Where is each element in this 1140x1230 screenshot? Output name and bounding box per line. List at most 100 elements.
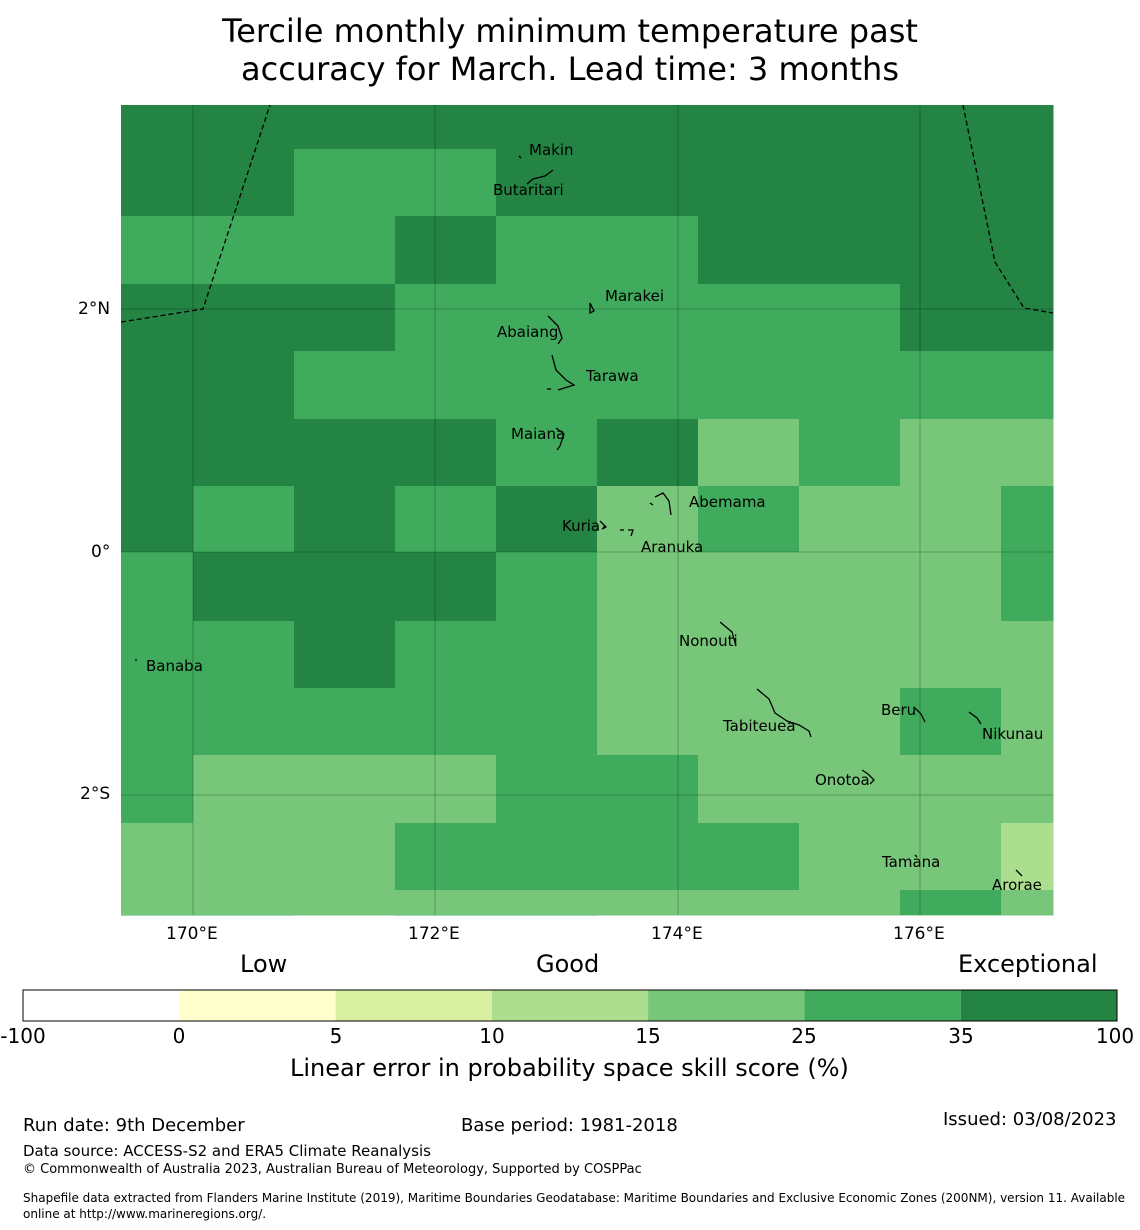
skill-cell bbox=[121, 890, 194, 915]
island-label-butaritari: Butaritari bbox=[493, 181, 564, 199]
skill-cell bbox=[496, 351, 598, 420]
skill-cell bbox=[193, 284, 295, 352]
island-label-banaba: Banaba bbox=[146, 657, 203, 675]
skill-cell bbox=[900, 351, 1002, 420]
island-label-onotoa: Onotoa bbox=[815, 771, 870, 789]
skill-cell bbox=[698, 351, 800, 420]
colorbar-label-exceptional: Exceptional bbox=[958, 950, 1098, 978]
skill-cell bbox=[395, 486, 497, 553]
skill-cell bbox=[496, 216, 598, 285]
skill-cell bbox=[1001, 890, 1054, 915]
skill-cell bbox=[395, 216, 497, 285]
colorbar-tick: 100 bbox=[1095, 1024, 1135, 1048]
colorbar-axis-label: Linear error in probability space skill … bbox=[290, 1054, 849, 1082]
skill-cell bbox=[698, 890, 800, 915]
island-label-abemama: Abemama bbox=[689, 493, 766, 511]
colorbar-tick: 15 bbox=[635, 1024, 661, 1048]
skill-cell bbox=[121, 351, 194, 420]
skill-cell bbox=[799, 621, 901, 689]
skill-cell bbox=[193, 621, 295, 689]
skill-cell bbox=[294, 419, 396, 487]
skill-cell bbox=[496, 823, 598, 891]
skill-cell bbox=[121, 216, 194, 285]
skill-cell bbox=[395, 621, 497, 689]
skill-cell bbox=[395, 105, 497, 150]
skill-cell bbox=[799, 552, 901, 622]
skill-cell bbox=[1001, 284, 1054, 352]
skill-cell bbox=[193, 552, 295, 622]
shapefile-credit-line-2: online at http://www.marineregions.org/. bbox=[23, 1207, 267, 1221]
x-tick-label: 176°E bbox=[893, 924, 945, 944]
skill-cell bbox=[121, 486, 194, 553]
colorbar-tick: 35 bbox=[948, 1024, 974, 1048]
x-tick-label: 174°E bbox=[651, 924, 703, 944]
skill-cell bbox=[698, 216, 800, 285]
skill-cell bbox=[597, 890, 699, 915]
skill-cell bbox=[193, 688, 295, 756]
skill-cell bbox=[1001, 486, 1054, 553]
skill-cell bbox=[1001, 621, 1054, 689]
colorbar-bin bbox=[804, 990, 961, 1021]
island-nonouti bbox=[719, 621, 737, 647]
skill-cell bbox=[799, 216, 901, 285]
island-aranuka bbox=[620, 529, 634, 537]
skill-cell bbox=[900, 621, 1002, 689]
skill-cell bbox=[496, 486, 598, 553]
skill-grid-cells bbox=[121, 105, 1054, 916]
map-title-line-1: Tercile monthly minimum temperature past bbox=[222, 12, 918, 50]
colorbar-bin bbox=[335, 990, 492, 1021]
skill-cell bbox=[395, 823, 497, 891]
skill-cell bbox=[121, 149, 194, 217]
y-tick-label: 2°N bbox=[78, 299, 111, 319]
skill-cell bbox=[1001, 688, 1054, 756]
skill-cell bbox=[597, 688, 699, 756]
skill-cell bbox=[799, 688, 901, 756]
island-beru bbox=[914, 707, 926, 723]
skill-cell bbox=[121, 823, 194, 891]
skill-cell bbox=[496, 105, 598, 150]
skill-cell bbox=[900, 149, 1002, 217]
colorbar-tick: 5 bbox=[329, 1024, 343, 1048]
skill-cell bbox=[698, 105, 800, 150]
skill-cell bbox=[294, 216, 396, 285]
island-onotoa bbox=[861, 769, 875, 785]
skill-cell bbox=[1001, 552, 1054, 622]
colorbar-label-good: Good bbox=[536, 950, 600, 978]
skill-cell bbox=[900, 419, 1002, 487]
run-date: Run date: 9th December bbox=[23, 1115, 245, 1136]
skill-cell bbox=[597, 216, 699, 285]
skill-cell bbox=[1001, 216, 1054, 285]
skill-cell bbox=[698, 284, 800, 352]
island-nikunau bbox=[968, 711, 982, 725]
skill-cell bbox=[395, 755, 497, 824]
skill-cell bbox=[193, 419, 295, 487]
copyright: © Commonwealth of Australia 2023, Austra… bbox=[23, 1162, 642, 1177]
skill-cell bbox=[799, 486, 901, 553]
island-butaritari bbox=[526, 169, 554, 185]
skill-cell bbox=[799, 149, 901, 217]
skill-cell bbox=[900, 755, 1002, 824]
colorbar-label-low: Low bbox=[240, 950, 288, 978]
skill-cell bbox=[1001, 351, 1054, 420]
island-label-arorae: Arorae bbox=[992, 876, 1042, 894]
skill-cell bbox=[799, 890, 901, 915]
skill-cell bbox=[900, 486, 1002, 553]
island-tamana bbox=[914, 854, 918, 858]
skill-cell bbox=[496, 688, 598, 756]
skill-cell bbox=[395, 284, 497, 352]
skill-cell bbox=[698, 755, 800, 824]
skill-cell bbox=[698, 621, 800, 689]
skill-cell bbox=[799, 105, 901, 150]
skill-cell bbox=[395, 688, 497, 756]
island-label-marakei: Marakei bbox=[605, 287, 665, 305]
skill-cell bbox=[193, 149, 295, 217]
colorbar-tick: 0 bbox=[172, 1024, 186, 1048]
skill-cell bbox=[597, 105, 699, 150]
skill-cell bbox=[121, 621, 194, 689]
skill-cell bbox=[294, 149, 396, 217]
island-marakei bbox=[589, 302, 595, 315]
eez-boundary-lines bbox=[120, 104, 1054, 323]
colorbar-bin bbox=[648, 990, 805, 1021]
x-tick-label: 170°E bbox=[166, 924, 218, 944]
